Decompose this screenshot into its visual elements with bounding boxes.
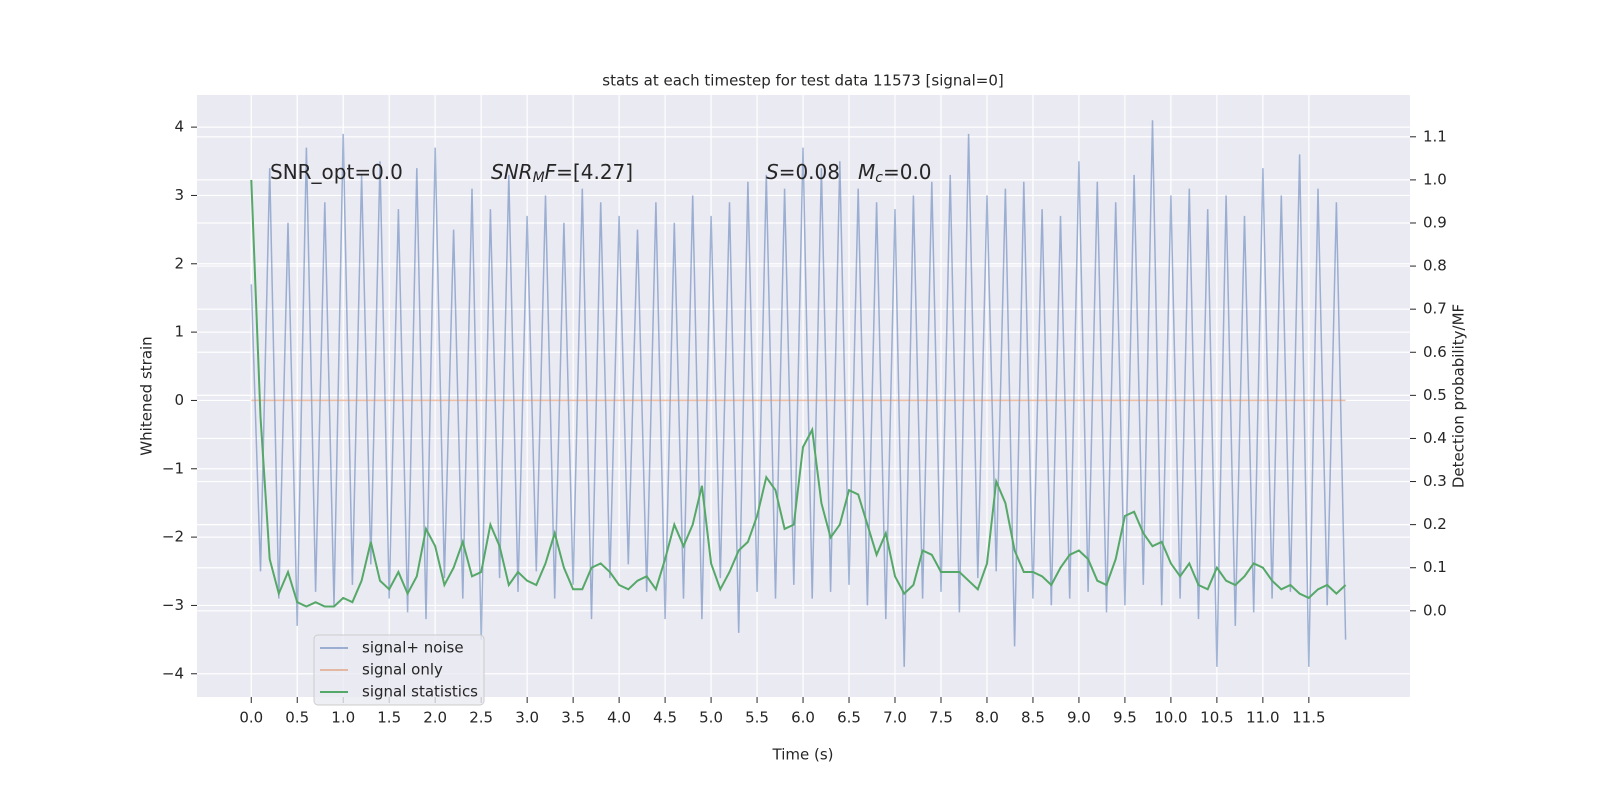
series-line [250, 179, 1347, 608]
x-tick-label: 1.0 [331, 709, 355, 727]
y2-tick-label: 0.6 [1423, 343, 1447, 361]
y2-axis-label: Detection probability/MF [1450, 304, 1468, 488]
annotation-part: SNR [491, 160, 533, 184]
y-tick-label: −3 [162, 596, 184, 614]
annotation: S=0.08 [766, 160, 840, 184]
x-tick-label: 2.5 [469, 709, 493, 727]
annotation: SNR_opt=0.0 [270, 160, 403, 184]
y-tick-label: 1 [174, 323, 184, 341]
legend-label: signal only [362, 661, 443, 679]
series-line [250, 120, 1347, 667]
x-tick-label: 6.5 [837, 709, 861, 727]
annotation-part: SNR_opt=0.0 [270, 160, 403, 184]
annotation: SNRMF=[4.27] [491, 160, 633, 187]
y2-tick-label: 0.7 [1423, 300, 1447, 318]
y2-tick-label: 1.0 [1423, 170, 1447, 188]
y2-tick-label: 0.0 [1423, 601, 1447, 619]
y2-tick-label: 0.9 [1423, 213, 1447, 231]
y-tick-label: 4 [174, 118, 184, 136]
x-tick-label: 10.0 [1154, 709, 1187, 727]
y-tick-label: 2 [174, 254, 184, 272]
annotation-part: =0.08 [779, 160, 840, 184]
annotation: Mc=0.0 [858, 160, 932, 187]
annotation-part: M [533, 170, 545, 186]
x-tick-label: 11.0 [1246, 709, 1279, 727]
x-tick-label: 9.5 [1113, 709, 1137, 727]
y2-tick-label: 0.3 [1423, 472, 1447, 490]
annotation-part: F [545, 160, 557, 184]
y2-tick-label: 0.2 [1423, 515, 1447, 533]
legend-box [313, 634, 485, 706]
x-tick-label: 2.0 [423, 709, 447, 727]
x-tick-label: 4.5 [653, 709, 677, 727]
legend-label: signal+ noise [362, 639, 464, 657]
y-tick-label: 0 [174, 391, 184, 409]
x-tick-label: 8.0 [975, 709, 999, 727]
x-tick-label: 0.5 [285, 709, 309, 727]
y-tick-label: −2 [162, 528, 184, 546]
y2-tick-label: 0.4 [1423, 429, 1447, 447]
y2-tick-label: 0.5 [1423, 386, 1447, 404]
x-tick-label: 9.0 [1067, 709, 1091, 727]
x-tick-label: 10.5 [1200, 709, 1233, 727]
x-tick-label: 7.5 [929, 709, 953, 727]
y-tick-label: 3 [174, 186, 184, 204]
x-tick-label: 5.5 [745, 709, 769, 727]
y-tick-label: −1 [162, 459, 184, 477]
x-tick-label: 6.0 [791, 709, 815, 727]
x-tick-label: 5.0 [699, 709, 723, 727]
x-tick-label: 3.0 [515, 709, 539, 727]
annotation-part: =0.0 [883, 160, 932, 184]
annotation-part: c [875, 170, 883, 186]
x-tick-label: 4.0 [607, 709, 631, 727]
x-tick-label: 8.5 [1021, 709, 1045, 727]
x-axis-label: Time (s) [772, 746, 834, 764]
y-tick-label: −4 [162, 664, 184, 682]
y2-tick-label: 0.8 [1423, 257, 1447, 275]
x-tick-label: 0.0 [239, 709, 263, 727]
legend-label: signal statistics [362, 683, 478, 701]
x-tick-label: 3.5 [561, 709, 585, 727]
annotation-part: M [858, 160, 875, 184]
y2-tick-label: 1.1 [1423, 127, 1447, 145]
x-tick-label: 11.5 [1292, 709, 1325, 727]
chart-title: stats at each timestep for test data 115… [602, 72, 1003, 90]
x-tick-label: 7.0 [883, 709, 907, 727]
y2-tick-label: 0.1 [1423, 558, 1447, 576]
annotation-part: =[4.27] [556, 160, 633, 184]
y-axis-label: Whitened strain [138, 336, 156, 455]
annotation-part: S [766, 160, 779, 184]
x-tick-label: 1.5 [377, 709, 401, 727]
